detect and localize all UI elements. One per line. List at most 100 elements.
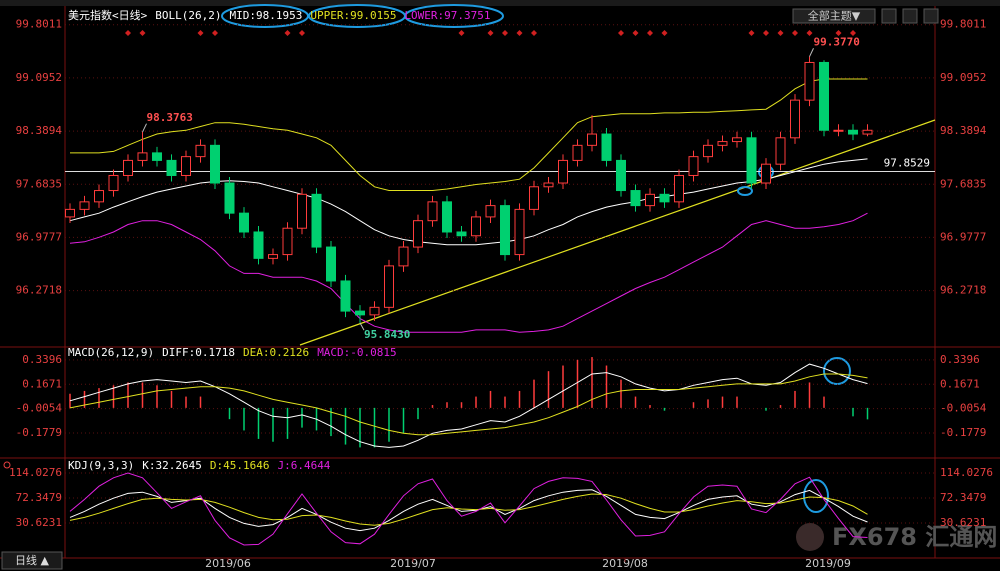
candle-body xyxy=(819,61,829,131)
candle-body xyxy=(485,205,496,218)
y-tick-label: 96.9777 xyxy=(16,230,62,243)
y-tick-label: 96.2718 xyxy=(16,284,62,297)
toolbar-strip xyxy=(0,0,1000,6)
candle-body xyxy=(688,156,699,176)
signal-marker xyxy=(618,30,624,36)
signal-marker xyxy=(806,30,813,36)
toolbar-button[interactable] xyxy=(902,8,918,24)
indicator-readout: MID:98.1953 xyxy=(229,9,302,22)
candle-body xyxy=(326,246,336,282)
watermark-logo xyxy=(796,523,824,551)
candle-body xyxy=(224,182,235,214)
signal-marker xyxy=(516,30,523,36)
candle-body xyxy=(413,220,423,248)
signal-marker xyxy=(647,30,653,36)
signal-marker xyxy=(632,30,639,36)
candle-body xyxy=(717,141,728,146)
candle-body xyxy=(775,137,786,165)
candle-body xyxy=(616,159,626,192)
y-tick-label: 99.8011 xyxy=(16,18,62,31)
y-tick-label: 96.9777 xyxy=(940,230,986,243)
candle-body xyxy=(195,144,206,158)
signal-marker xyxy=(502,30,508,36)
candle-body xyxy=(152,152,162,161)
toolbar-button[interactable] xyxy=(881,8,897,24)
indicator-readout: MACD:-0.0815 xyxy=(317,346,396,359)
x-tick-label: 2019/09 xyxy=(805,557,851,570)
x-tick-label: 2019/06 xyxy=(205,557,251,570)
indicator-line xyxy=(69,212,868,333)
indicator-readout: J:6.4644 xyxy=(277,459,330,472)
candle-body xyxy=(572,144,583,161)
theme-menu[interactable] xyxy=(792,8,876,24)
indicator-readout: K:32.2645 xyxy=(142,459,202,472)
candle-body xyxy=(630,190,641,207)
theme-menu-label[interactable]: 全部主题▼ xyxy=(808,9,861,23)
indicator-line xyxy=(69,363,868,448)
candle-body xyxy=(500,205,510,256)
toolbar-button[interactable] xyxy=(923,8,939,24)
y-tick-label: 97.6835 xyxy=(940,177,986,190)
candle-body xyxy=(645,193,655,207)
candle-body xyxy=(746,137,757,184)
candle-body xyxy=(253,231,264,259)
indicator-readout: BOLL(26,2) xyxy=(155,9,221,22)
indicator-readout: DIFF:0.1718 xyxy=(162,346,235,359)
annotation-label: 99.3770 xyxy=(814,36,860,49)
y-tick-label: 98.3894 xyxy=(940,124,987,137)
signal-marker xyxy=(777,30,784,36)
indicator-readout: D:45.1646 xyxy=(210,459,270,472)
indicator-line xyxy=(69,472,868,546)
candle-body xyxy=(123,159,133,176)
signal-marker xyxy=(139,30,146,36)
indicator-readout: MACD(26,12,9) xyxy=(68,346,154,359)
y-tick-label: 0.3396 xyxy=(940,353,980,366)
candle-body xyxy=(703,144,713,158)
candle-body xyxy=(94,190,104,203)
signal-marker xyxy=(835,30,842,36)
y-tick-label: 0.1671 xyxy=(940,377,980,390)
indicator-readout: LOWER:97.3751 xyxy=(404,9,490,22)
y-tick-label: 99.0952 xyxy=(16,71,62,84)
candle-body xyxy=(442,201,452,233)
candle-body xyxy=(601,133,612,161)
highlight-circle xyxy=(803,479,829,513)
signal-marker xyxy=(458,30,465,36)
candle-body xyxy=(181,156,191,176)
signal-marker xyxy=(284,30,291,36)
y-tick-label: 114.0276 xyxy=(9,466,62,479)
candle-body xyxy=(384,265,394,308)
candle-body xyxy=(471,216,481,237)
highlight-circle xyxy=(737,186,753,196)
candle-body xyxy=(398,246,409,267)
reference-label: 97.8529 xyxy=(884,156,930,169)
candle-body xyxy=(833,129,844,132)
candle-body xyxy=(543,182,554,188)
candle-body xyxy=(761,163,771,184)
candle-body xyxy=(804,61,815,101)
signal-marker xyxy=(792,30,798,36)
indicator-readout: UPPER:99.0155 xyxy=(310,9,396,22)
y-tick-label: 0.3396 xyxy=(22,353,62,366)
candle-body xyxy=(732,137,742,143)
period-button[interactable] xyxy=(1,551,63,570)
y-tick-label: 96.2718 xyxy=(940,284,986,297)
indicator-line xyxy=(69,158,868,246)
candle-body xyxy=(340,280,351,312)
signal-marker xyxy=(212,30,218,36)
signal-marker xyxy=(487,30,494,36)
period-button-label[interactable]: 日线 ▲ xyxy=(15,553,49,567)
signal-marker xyxy=(531,30,537,36)
y-tick-label: 114.0276 xyxy=(940,466,993,479)
signal-marker xyxy=(850,30,856,36)
candle-body xyxy=(65,208,75,218)
candle-body xyxy=(355,310,365,316)
indicator-readout: 美元指数<日线> xyxy=(68,8,148,22)
indicator-line xyxy=(70,78,868,191)
signal-marker xyxy=(299,30,305,36)
candle-body xyxy=(514,208,525,256)
candle-body xyxy=(311,193,322,248)
